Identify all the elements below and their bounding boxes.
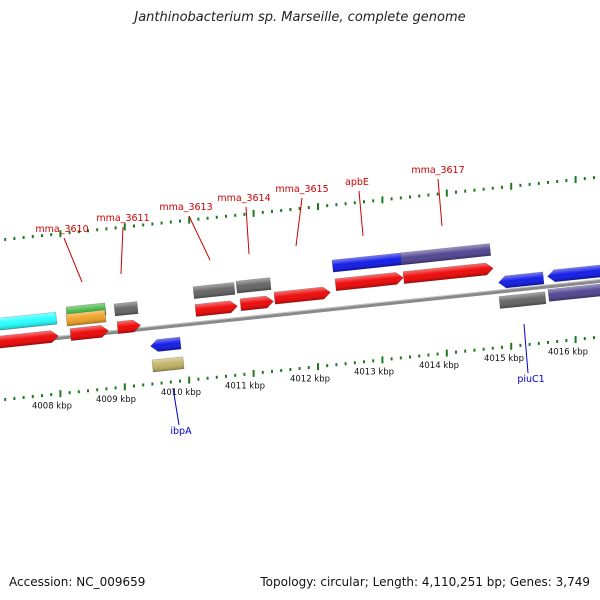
accession-text: Accession: NC_009659 <box>9 575 146 589</box>
gene-label-top: mma_3611 <box>96 213 149 224</box>
gene-feature <box>116 319 141 334</box>
gene-shine <box>117 320 141 334</box>
gene-shine <box>0 330 59 349</box>
kbp-label: 4008 kbp <box>32 402 72 412</box>
gene-feature <box>0 311 58 332</box>
gene-label-top: mma_3610 <box>35 224 88 235</box>
gene-feature <box>498 271 545 289</box>
gene-feature <box>113 301 139 317</box>
gene-shine <box>0 312 57 331</box>
gene-leader-line <box>437 178 443 227</box>
gene-label-top: apbE <box>345 177 369 188</box>
genes <box>0 243 600 373</box>
gene-feature <box>331 252 403 273</box>
gene-feature <box>194 300 238 317</box>
gene-shine <box>150 337 182 352</box>
gene-feature <box>273 286 331 305</box>
gene-leader-line <box>295 197 303 247</box>
gene-label-bottom: ibpA <box>170 426 192 437</box>
gene-label-top: mma_3615 <box>275 184 328 195</box>
gene-label-top: mma_3613 <box>159 202 212 213</box>
gene-feature <box>150 336 182 352</box>
gene-shine <box>403 263 494 284</box>
kbp-label: 4009 kbp <box>96 395 136 405</box>
kbp-label: 4016 kbp <box>548 347 588 357</box>
gene-feature <box>69 325 109 341</box>
gene-label-top: mma_3617 <box>411 165 464 176</box>
genome-summary-text: Topology: circular; Length: 4,110,251 bp… <box>260 575 590 589</box>
gene-shine <box>499 291 547 309</box>
gene-feature <box>402 262 494 284</box>
gene-leader-line <box>172 387 180 426</box>
gene-feature <box>400 243 492 266</box>
gene-feature <box>547 282 600 302</box>
gene-feature <box>151 356 185 373</box>
gene-label-bottom: piuC1 <box>517 374 544 385</box>
gene-feature <box>192 282 236 299</box>
gene-shine <box>195 300 238 317</box>
gene-shine <box>274 287 331 305</box>
kbp-label: 4010 kbp <box>161 388 201 398</box>
gene-shine <box>66 309 107 327</box>
gene-feature <box>498 291 547 309</box>
ruler-ticks <box>4 176 595 401</box>
gene-leader-line <box>188 215 211 261</box>
gene-shine <box>152 356 185 372</box>
gene-feature <box>239 295 274 312</box>
gene-shine <box>548 282 600 302</box>
gene-feature <box>334 272 404 292</box>
gene-leader-line <box>120 226 124 275</box>
kbp-label: 4013 kbp <box>354 368 394 378</box>
gene-leader-line <box>523 323 529 374</box>
gene-shine <box>236 277 272 294</box>
gene-shine <box>70 325 109 341</box>
gene-feature <box>547 263 600 283</box>
gene-leader-line <box>358 190 364 237</box>
gene-shine <box>114 301 139 316</box>
gene-shine <box>335 272 404 291</box>
gene-shine <box>332 252 402 273</box>
map-title: Janthinobacterium sp. Marseille, complet… <box>134 10 466 25</box>
kbp-label: 4011 kbp <box>225 381 265 391</box>
gene-labels: 4008 kbp 4009 kbp 4010 kbp 4011 kbp 4012 kbp… <box>32 165 588 437</box>
kbp-label: 4015 kbp <box>484 354 524 364</box>
gene-leader-line <box>245 206 250 255</box>
gene-shine <box>498 272 545 288</box>
gene-feature <box>235 277 272 294</box>
gene-shine <box>547 263 600 282</box>
gene-shine <box>240 296 274 311</box>
kbp-label: 4012 kbp <box>290 374 330 384</box>
kbp-label: 4014 kbp <box>419 361 459 371</box>
gene-leader-line <box>63 237 83 283</box>
gene-label-top: mma_3614 <box>217 193 270 204</box>
gene-feature <box>65 309 107 327</box>
gene-shine <box>401 243 491 265</box>
gene-shine <box>193 282 236 299</box>
gene-feature <box>0 330 59 350</box>
